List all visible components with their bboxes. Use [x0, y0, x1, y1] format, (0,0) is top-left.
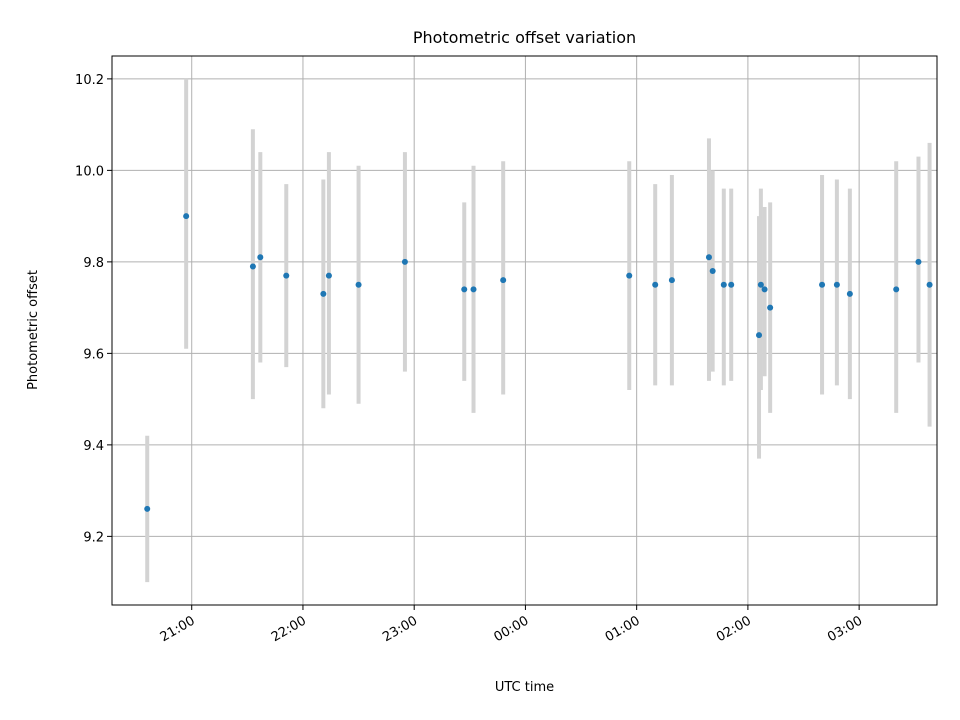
data-point: [626, 272, 633, 279]
data-point: [257, 254, 264, 261]
data-point: [355, 281, 362, 288]
data-point: [461, 286, 468, 293]
chart-title: Photometric offset variation: [413, 28, 636, 47]
grid: [112, 56, 937, 605]
plot-frame: [111, 55, 938, 606]
y-tick-label: 9.4: [83, 439, 104, 454]
data-point: [915, 258, 922, 265]
data-point: [144, 505, 151, 512]
data-point: [893, 286, 900, 293]
y-tick-label: 10.2: [75, 73, 104, 88]
markers: [144, 213, 933, 512]
data-point: [833, 281, 840, 288]
data-point: [652, 281, 659, 288]
y-axis-label: Photometric offset: [26, 270, 41, 390]
data-point: [183, 213, 190, 220]
y-tick-label: 9.6: [83, 347, 104, 362]
data-point: [500, 277, 507, 284]
data-point: [320, 290, 327, 297]
data-point: [283, 272, 290, 279]
data-point: [756, 332, 763, 339]
data-point: [720, 281, 727, 288]
data-point: [761, 286, 768, 293]
y-tick-label: 9.2: [83, 530, 104, 545]
y-tick-label: 9.8: [83, 256, 104, 271]
data-point: [325, 272, 332, 279]
y-ticks: 9.2 9.4 9.6 9.8 10.0 10.2: [75, 73, 112, 545]
data-point: [470, 286, 477, 293]
data-point: [757, 281, 764, 288]
data-point: [705, 254, 712, 261]
x-axis-label: UTC time: [495, 680, 554, 695]
data-point: [709, 268, 716, 275]
data-point: [767, 304, 774, 311]
data-point: [249, 263, 256, 270]
data-point: [846, 290, 853, 297]
data-point: [401, 258, 408, 265]
data-point: [926, 281, 933, 288]
data-point: [728, 281, 735, 288]
data-point: [668, 277, 675, 284]
data-point: [819, 281, 826, 288]
y-tick-label: 10.0: [75, 164, 104, 179]
